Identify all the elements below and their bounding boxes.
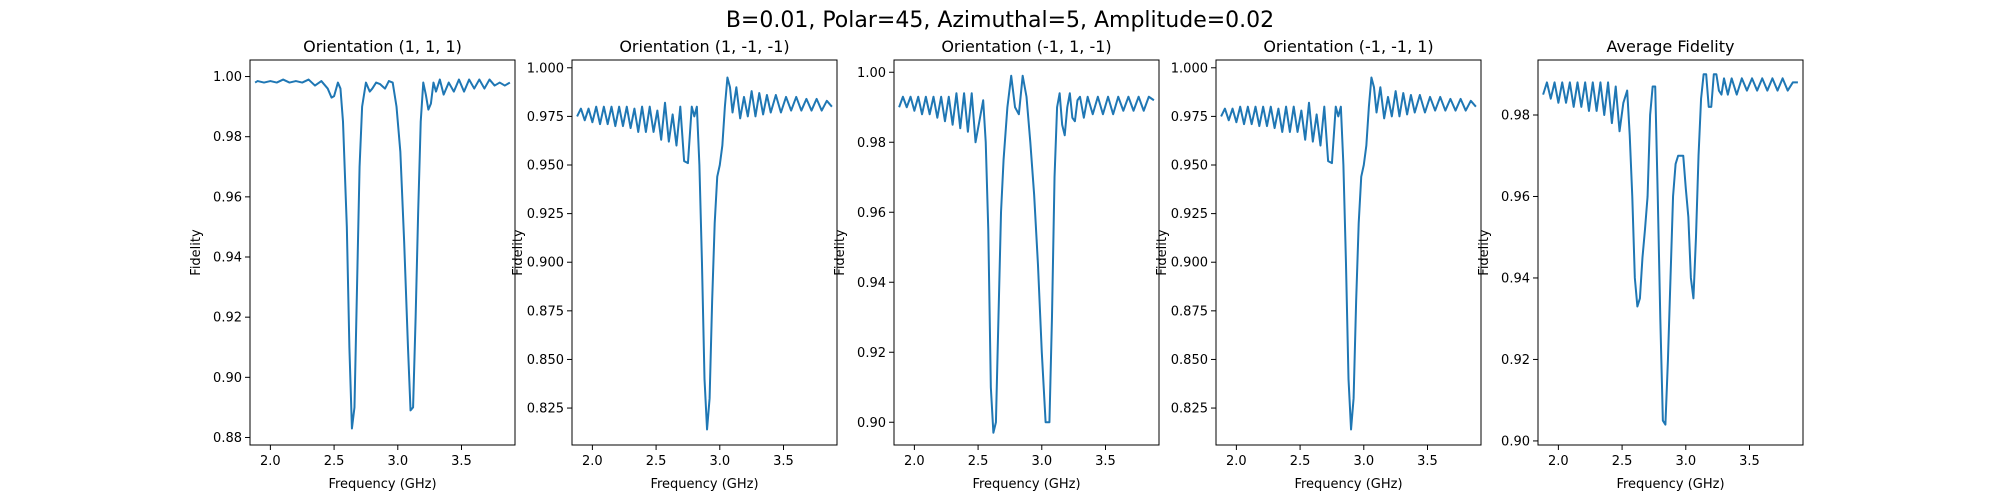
- y-tick-label: 1.000: [527, 61, 564, 76]
- x-tick-label: 2.5: [324, 454, 345, 469]
- x-tick-label: 2.0: [260, 454, 281, 469]
- y-tick-label: 0.96: [857, 206, 886, 221]
- y-tick-label: 0.850: [527, 353, 564, 368]
- y-tick-label: 1.00: [857, 66, 886, 81]
- figure-suptitle: B=0.01, Polar=45, Azimuthal=5, Amplitude…: [726, 8, 1274, 33]
- y-tick-label: 0.900: [1171, 256, 1208, 271]
- subplot-title: Orientation (-1, -1, 1): [1263, 37, 1433, 56]
- x-tick-label: 2.0: [904, 454, 925, 469]
- y-tick-label: 0.875: [1171, 304, 1208, 319]
- y-axis-label: Fidelity: [1477, 229, 1492, 276]
- y-tick-label: 0.875: [527, 304, 564, 319]
- y-tick-label: 0.98: [213, 130, 242, 145]
- y-tick-label: 0.975: [527, 110, 564, 125]
- x-tick-label: 2.0: [1548, 454, 1569, 469]
- y-axis-label: Fidelity: [1155, 229, 1170, 276]
- axes-frame: [1215, 59, 1482, 446]
- y-tick-label: 1.000: [1171, 61, 1208, 76]
- x-tick-label: 3.0: [1353, 454, 1374, 469]
- axes-frame: [571, 59, 838, 446]
- x-tick-label: 3.5: [1739, 454, 1760, 469]
- x-tick-label: 2.5: [968, 454, 989, 469]
- y-tick-label: 0.88: [213, 431, 242, 446]
- series-line-1: [254, 78, 511, 430]
- x-tick-label: 2.5: [646, 454, 667, 469]
- x-tick-label: 3.5: [1095, 454, 1116, 469]
- subplot-title: Orientation (-1, 1, -1): [941, 37, 1111, 56]
- y-axis-label: Fidelity: [833, 229, 848, 276]
- subplot-title: Orientation (1, -1, -1): [619, 37, 789, 56]
- y-tick-label: 0.94: [213, 251, 242, 266]
- y-tick-label: 0.98: [857, 136, 886, 151]
- subplots: Orientation (1, 1, 1) 2.0 2.5 3.0 3.5 0.88 0.9…: [189, 37, 1804, 492]
- x-axis-label: Frequency (GHz): [328, 477, 436, 492]
- y-tick-label: 0.94: [857, 276, 886, 291]
- axes-frame: [893, 59, 1160, 446]
- x-axis-label: Frequency (GHz): [650, 477, 758, 492]
- y-tick-label: 0.90: [213, 371, 242, 386]
- y-tick-label: 0.94: [1501, 271, 1530, 286]
- x-tick-label: 3.0: [387, 454, 408, 469]
- y-tick-label: 0.92: [1501, 353, 1530, 368]
- y-tick-label: 0.850: [1171, 353, 1208, 368]
- y-tick-label: 0.825: [527, 402, 564, 417]
- y-tick-label: 0.90: [857, 416, 886, 431]
- axes-frame: [249, 59, 516, 446]
- subplot-1: Orientation (1, 1, 1) 2.0 2.5 3.0 3.5 0.88 0.9…: [189, 37, 516, 492]
- y-tick-label: 0.900: [527, 256, 564, 271]
- subplot-5: Average Fidelity 2.0 2.5 3.0 3.5 0.90 0.92 0.94…: [1477, 37, 1804, 492]
- y-tick-label: 0.950: [527, 159, 564, 174]
- y-tick-label: 0.92: [857, 346, 886, 361]
- series-line-1: [576, 76, 833, 431]
- series-line-1: [1542, 73, 1798, 426]
- subplot-title: Orientation (1, 1, 1): [303, 37, 462, 56]
- x-tick-label: 3.5: [1417, 454, 1438, 469]
- y-tick-label: 1.00: [213, 70, 242, 85]
- subplot-3: Orientation (-1, 1, -1) 2.0 2.5 3.0 3.5 0.90 0…: [833, 37, 1160, 492]
- x-axis-label: Frequency (GHz): [1616, 477, 1724, 492]
- y-tick-label: 0.925: [1171, 207, 1208, 222]
- y-tick-label: 0.98: [1501, 109, 1530, 124]
- x-tick-label: 2.0: [1226, 454, 1247, 469]
- x-tick-label: 2.5: [1290, 454, 1311, 469]
- x-tick-label: 3.5: [773, 454, 794, 469]
- x-tick-label: 3.5: [451, 454, 472, 469]
- y-tick-label: 0.96: [213, 190, 242, 205]
- y-axis-label: Fidelity: [511, 229, 526, 276]
- x-tick-label: 2.5: [1612, 454, 1633, 469]
- y-tick-label: 0.975: [1171, 110, 1208, 125]
- x-axis-label: Frequency (GHz): [972, 477, 1080, 492]
- subplot-4: Orientation (-1, -1, 1) 2.0 2.5 3.0 3.5 0.825…: [1155, 37, 1482, 492]
- series-line-1: [1220, 76, 1477, 431]
- x-tick-label: 3.0: [1031, 454, 1052, 469]
- y-tick-label: 0.950: [1171, 159, 1208, 174]
- y-tick-label: 0.90: [1501, 434, 1530, 449]
- x-axis-label: Frequency (GHz): [1294, 477, 1402, 492]
- x-tick-label: 3.0: [1675, 454, 1696, 469]
- subplot-title: Average Fidelity: [1607, 37, 1735, 56]
- y-tick-label: 0.92: [213, 311, 242, 326]
- y-tick-label: 0.96: [1501, 190, 1530, 205]
- series-line-1: [898, 74, 1155, 434]
- y-axis-label: Fidelity: [189, 229, 204, 276]
- subplot-2: Orientation (1, -1, -1) 2.0 2.5 3.0 3.5 0.825…: [511, 37, 838, 492]
- x-tick-label: 3.0: [709, 454, 730, 469]
- y-tick-label: 0.925: [527, 207, 564, 222]
- x-tick-label: 2.0: [582, 454, 603, 469]
- y-tick-label: 0.825: [1171, 402, 1208, 417]
- axes-frame: [1537, 59, 1804, 446]
